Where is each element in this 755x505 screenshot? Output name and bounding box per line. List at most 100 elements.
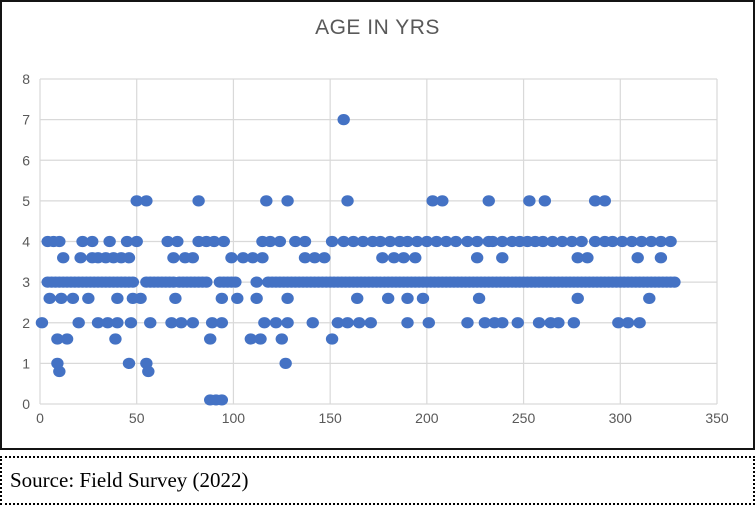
data-point bbox=[581, 252, 594, 264]
data-point bbox=[122, 252, 136, 264]
data-point bbox=[381, 292, 395, 304]
data-point bbox=[325, 235, 339, 248]
data-point bbox=[258, 317, 271, 329]
chart-title: AGE IN YRS bbox=[315, 16, 440, 39]
data-point bbox=[351, 292, 364, 304]
data-point bbox=[260, 195, 273, 207]
data-point bbox=[331, 317, 345, 329]
x-axis-tick-label: 100 bbox=[222, 410, 246, 426]
data-point bbox=[192, 195, 205, 207]
data-point bbox=[130, 235, 143, 248]
data-point bbox=[556, 235, 569, 248]
data-point bbox=[74, 252, 87, 264]
data-point bbox=[103, 235, 116, 248]
data-point bbox=[72, 317, 85, 329]
data-point bbox=[352, 317, 366, 329]
data-point bbox=[254, 333, 267, 345]
data-point bbox=[449, 235, 463, 248]
data-point bbox=[409, 252, 422, 264]
data-point bbox=[546, 235, 559, 248]
data-point bbox=[263, 235, 277, 248]
data-point bbox=[134, 292, 147, 304]
data-point bbox=[654, 252, 668, 264]
data-point bbox=[571, 252, 584, 264]
data-point bbox=[482, 195, 495, 207]
data-point bbox=[91, 317, 105, 329]
data-point bbox=[207, 235, 221, 248]
data-point bbox=[144, 317, 157, 329]
y-axis-tick-label: 7 bbox=[22, 112, 30, 128]
source-caption-text: Source: Field Survey (2022) bbox=[10, 468, 249, 492]
data-point bbox=[186, 317, 200, 329]
data-point bbox=[101, 317, 114, 329]
data-point bbox=[289, 235, 302, 248]
chart-panel: AGE IN YRS 0 1 2 3 4 5 6 7 8 0 50 100 150 200 250 300 35… bbox=[0, 0, 755, 450]
scatter-plot: 0 1 2 3 4 5 6 7 8 0 50 100 150 200 250 300 350 bbox=[22, 71, 729, 426]
data-point bbox=[347, 235, 360, 248]
data-point bbox=[325, 333, 339, 345]
data-point bbox=[215, 394, 229, 406]
data-point bbox=[171, 235, 184, 248]
y-axis-tick-label: 3 bbox=[22, 274, 30, 290]
data-point bbox=[341, 317, 354, 329]
data-point bbox=[86, 235, 99, 248]
x-axis-tick-label: 300 bbox=[609, 410, 633, 426]
data-point bbox=[470, 235, 484, 248]
data-point bbox=[169, 292, 182, 304]
y-axis-tick-label: 1 bbox=[22, 355, 30, 371]
data-point bbox=[200, 276, 213, 288]
data-point bbox=[426, 195, 439, 207]
data-point bbox=[122, 357, 136, 369]
data-point bbox=[470, 252, 484, 264]
data-point bbox=[111, 317, 124, 329]
data-point bbox=[225, 252, 238, 264]
data-point bbox=[536, 235, 550, 248]
data-point bbox=[588, 195, 602, 207]
x-axis-tick-label: 350 bbox=[705, 410, 729, 426]
data-point bbox=[532, 317, 546, 329]
data-point bbox=[486, 235, 499, 248]
data-point bbox=[401, 317, 414, 329]
data-point bbox=[175, 317, 188, 329]
data-point bbox=[140, 195, 153, 207]
data-point bbox=[621, 317, 635, 329]
data-point bbox=[397, 252, 410, 264]
data-point bbox=[186, 252, 200, 264]
data-point bbox=[308, 252, 321, 264]
data-point bbox=[401, 292, 414, 304]
data-point bbox=[633, 317, 646, 329]
data-point bbox=[387, 252, 401, 264]
data-point bbox=[356, 235, 370, 248]
data-point bbox=[250, 276, 263, 288]
data-point bbox=[376, 252, 389, 264]
data-point bbox=[496, 235, 509, 248]
data-point bbox=[35, 317, 49, 329]
data-point bbox=[53, 235, 66, 248]
data-point bbox=[167, 252, 180, 264]
data-point bbox=[631, 252, 644, 264]
y-axis-tick-label: 2 bbox=[22, 315, 30, 331]
data-point bbox=[273, 235, 287, 248]
data-point bbox=[55, 292, 68, 304]
data-point bbox=[422, 317, 435, 329]
data-point bbox=[472, 292, 486, 304]
data-point bbox=[440, 235, 453, 248]
data-point bbox=[269, 317, 283, 329]
data-point bbox=[571, 292, 584, 304]
data-point bbox=[341, 195, 354, 207]
data-point bbox=[645, 235, 658, 248]
data-point bbox=[229, 276, 242, 288]
data-point bbox=[523, 195, 536, 207]
data-point bbox=[612, 317, 625, 329]
data-point bbox=[420, 235, 434, 248]
data-point bbox=[461, 235, 474, 248]
data-point bbox=[298, 252, 312, 264]
data-point bbox=[496, 317, 509, 329]
data-point bbox=[53, 365, 66, 378]
data-point bbox=[306, 317, 319, 329]
data-point bbox=[76, 235, 89, 248]
data-point bbox=[635, 235, 648, 248]
data-point bbox=[668, 276, 681, 288]
data-point bbox=[66, 292, 80, 304]
data-point bbox=[616, 235, 629, 248]
